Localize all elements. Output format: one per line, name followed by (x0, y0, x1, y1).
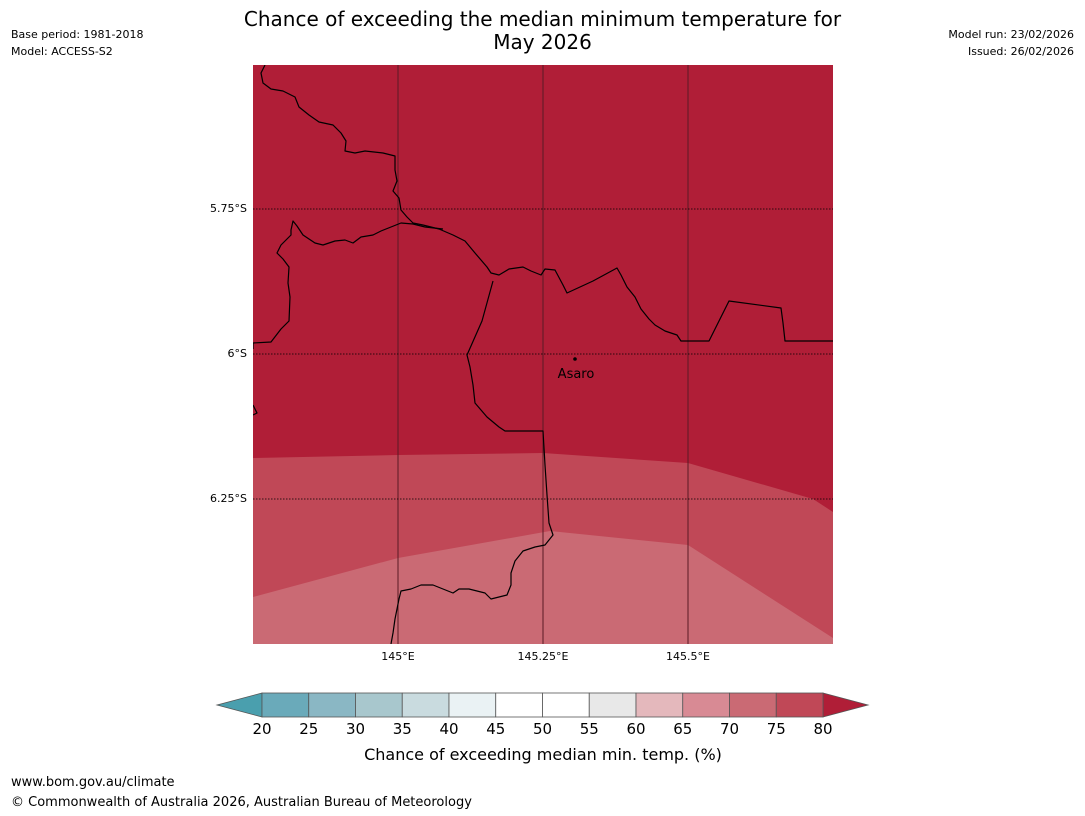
colorbar-label: Chance of exceeding median min. temp. (%… (364, 745, 722, 764)
colorbar-cell-70-75 (729, 692, 777, 718)
colorbar-over-arrow (822, 692, 870, 718)
colorbar-tick-75: 75 (766, 720, 786, 738)
lat-label-6-25: 6.25°S (210, 492, 247, 505)
colorbar-cell-40-45 (448, 692, 497, 718)
footer-url[interactable]: www.bom.gov.au/climate (11, 775, 175, 790)
colorbar-cell-25-30 (308, 692, 356, 718)
border-north (260, 65, 833, 342)
footer-copyright: © Commonwealth of Australia 2026, Austra… (11, 795, 472, 810)
colorbar-cell-50-55 (542, 692, 590, 718)
colorbar-tick-70: 70 (719, 720, 740, 738)
colorbar-tick-80: 80 (813, 720, 833, 738)
colorbar-tick-60: 60 (626, 720, 646, 738)
colorbar-tick-40: 40 (439, 720, 459, 738)
colorbar-under-arrow (215, 692, 263, 718)
border-west (253, 220, 444, 349)
model-name: Model: ACCESS-S2 (11, 45, 113, 58)
model-run: Model run: 23/02/2026 (948, 28, 1074, 41)
lon-label-145: 145°E (381, 650, 415, 663)
lon-label-145-5: 145.5°E (666, 650, 710, 663)
colorbar-cell-75-80 (775, 692, 824, 718)
issued-date: Issued: 26/02/2026 (967, 45, 1074, 58)
base-period: Base period: 1981-2018 (11, 28, 144, 41)
meta-left: Base period: 1981-2018 Model: ACCESS-S2 (11, 26, 143, 60)
title-line-2: May 2026 (493, 30, 592, 54)
lat-label-5-75: 5.75°S (210, 202, 247, 215)
colorbar-cell-65-70 (682, 692, 730, 718)
map-title: Chance of exceeding the median minimum t… (200, 8, 885, 54)
title-line-1: Chance of exceeding the median minimum t… (243, 7, 842, 31)
colorbar-tick-55: 55 (579, 720, 599, 738)
border-central (390, 280, 554, 644)
colorbar-tick-30: 30 (345, 720, 366, 738)
colorbar-tick-35: 35 (392, 720, 412, 738)
colorbar-cell-30-35 (355, 692, 403, 718)
colorbar-cell-55-60 (588, 692, 637, 718)
colorbar-tick-65: 65 (673, 720, 693, 738)
asaro-label: Asaro (558, 367, 595, 382)
lon-label-145-25: 145.25°E (517, 650, 569, 663)
meridian-lines (397, 65, 689, 644)
colorbar-tick-20: 20 (252, 720, 272, 738)
colorbar-tick-45: 45 (486, 720, 506, 738)
colorbar-cell-35-40 (401, 692, 450, 718)
colorbar-cell-60-65 (635, 692, 684, 718)
colorbar (215, 692, 870, 718)
asaro-marker (573, 357, 577, 361)
colorbar-cell-45-50 (495, 692, 543, 718)
lat-label-6: 6°S (227, 347, 247, 360)
map-panel: Asaro (253, 65, 833, 644)
colorbar-tick-25: 25 (299, 720, 319, 738)
province-borders (253, 65, 833, 644)
colorbar-cell-20-25 (261, 692, 310, 718)
border-edge-west (253, 404, 258, 416)
meta-right: Model run: 23/02/2026 Issued: 26/02/2026 (948, 26, 1074, 60)
colorbar-tick-50: 50 (532, 720, 553, 738)
parallel-lines (253, 208, 833, 500)
